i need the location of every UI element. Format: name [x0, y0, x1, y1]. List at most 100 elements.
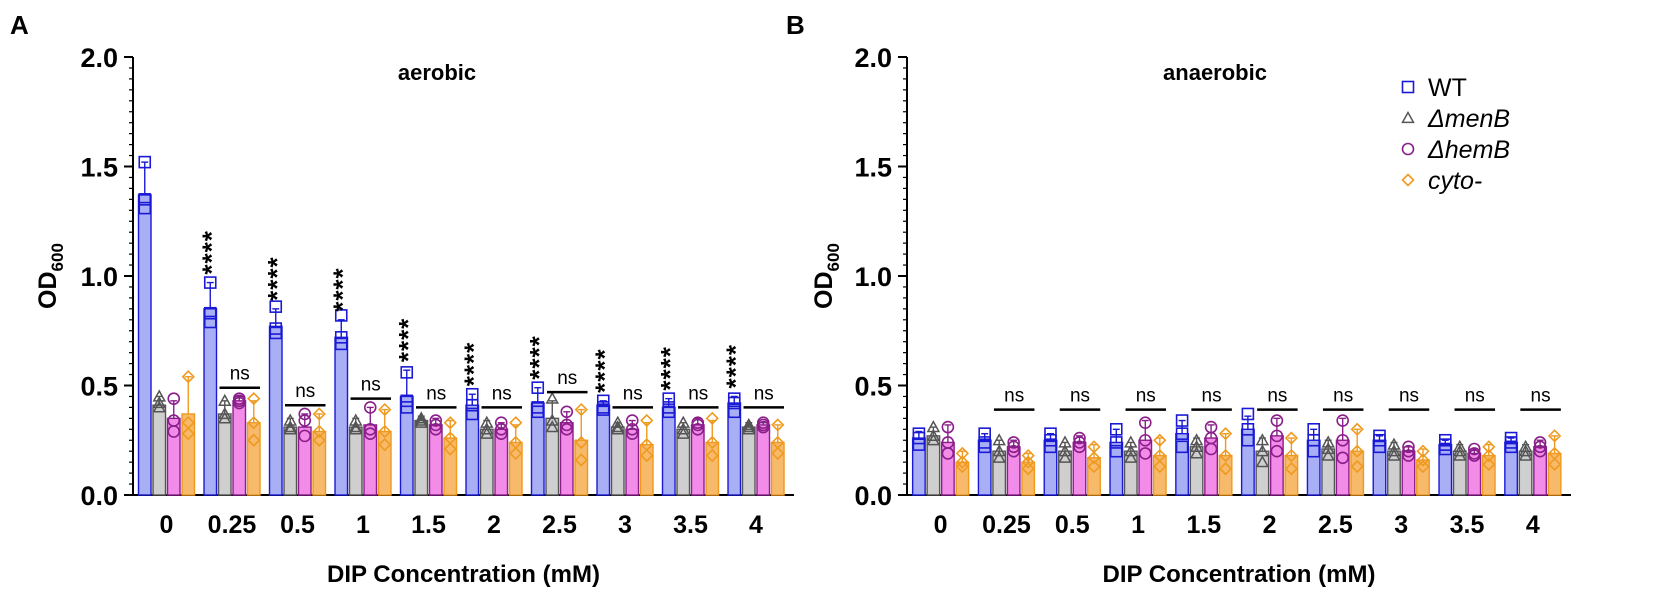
y-tick-label: 1.5	[80, 153, 118, 183]
data-point-hemb	[1138, 416, 1152, 430]
data-point-wt	[1438, 442, 1452, 456]
data-point-wt	[203, 276, 217, 289]
data-point-cyto	[574, 453, 588, 467]
data-point-menb	[283, 422, 298, 435]
bar-wt	[399, 395, 414, 496]
x-tick-label: 2	[1263, 511, 1277, 539]
data-point-menb	[1058, 450, 1072, 463]
ns-label: ns	[426, 383, 446, 404]
data-point-wt	[465, 398, 479, 412]
bar-menb	[217, 413, 232, 496]
data-point-hemb	[625, 414, 639, 427]
data-point-cyto	[955, 455, 970, 469]
bar-cyto	[508, 441, 523, 496]
data-point-menb	[283, 420, 298, 433]
data-point-hemb	[1073, 431, 1086, 445]
data-point-cyto	[443, 416, 457, 430]
data-point-wt	[269, 300, 283, 313]
data-point-cyto	[1350, 422, 1364, 436]
data-point-menb	[1321, 435, 1335, 448]
significance-stars: ****	[589, 348, 619, 392]
data-point-menb	[152, 395, 167, 409]
data-point-wt	[203, 315, 217, 329]
legend-marker-hemb	[1401, 142, 1415, 156]
data-point-cyto	[1482, 448, 1496, 463]
legend-label-menb: ΔmenB	[1427, 105, 1510, 133]
data-point-hemb	[1270, 429, 1284, 443]
ns-label: ns	[1465, 386, 1485, 407]
bar-wt	[1306, 439, 1321, 496]
data-point-hemb	[941, 420, 955, 434]
data-point-cyto	[181, 427, 195, 441]
data-point-cyto	[1482, 440, 1496, 454]
bar-menb	[479, 428, 494, 496]
bar-cyto	[377, 430, 392, 496]
data-point-wt	[1044, 427, 1057, 440]
data-point-menb	[545, 413, 560, 426]
bar-hemb	[1269, 435, 1284, 496]
data-point-hemb	[1007, 444, 1020, 458]
y-axis-label: OD600	[34, 243, 67, 309]
data-point-hemb	[691, 422, 705, 436]
data-point-menb	[348, 420, 363, 433]
bar-menb	[741, 426, 756, 496]
significance-stars: ****	[524, 335, 554, 379]
bar-hemb	[756, 424, 771, 496]
data-point-wt	[1175, 427, 1189, 440]
data-point-menb	[741, 417, 756, 431]
data-point-hemb	[1138, 433, 1152, 447]
bar-wt	[1504, 441, 1519, 496]
data-point-hemb	[1138, 447, 1152, 460]
bar-wt	[1109, 441, 1124, 496]
bar-wt	[1240, 428, 1255, 496]
y-axis-label-main: OD	[34, 271, 62, 309]
data-point-wt	[334, 337, 348, 351]
data-point-cyto	[181, 370, 195, 384]
bar-menb	[348, 426, 363, 496]
data-point-cyto	[1284, 431, 1299, 445]
y-tick-label: 1.0	[80, 262, 118, 292]
data-point-hemb	[1533, 444, 1547, 458]
data-point-hemb	[625, 422, 639, 436]
data-point-cyto	[1218, 462, 1233, 476]
data-point-hemb	[1533, 436, 1547, 449]
data-point-menb	[1453, 444, 1467, 457]
data-point-menb	[1124, 444, 1138, 457]
legend-marker-cyto	[1401, 173, 1415, 187]
y-tick-label: 1.0	[854, 262, 892, 292]
data-point-cyto	[1416, 453, 1430, 467]
bar-wt	[137, 194, 152, 496]
bar-wt	[334, 336, 349, 496]
data-point-cyto	[574, 402, 588, 417]
x-tick-label: 2.5	[542, 511, 577, 539]
bar-menb	[1321, 448, 1336, 496]
data-point-menb	[1124, 450, 1138, 463]
chart-panel-b: B 0.0 0.5 1.0 1.5 2.0 OD600 anaerobic DIP Concen…	[786, 10, 1571, 588]
data-point-cyto	[247, 433, 261, 447]
bar-menb	[992, 450, 1007, 496]
x-tick-label: 3.5	[1450, 511, 1485, 539]
data-point-cyto	[1218, 448, 1233, 463]
data-point-hemb	[429, 414, 443, 427]
significance-stars: ****	[196, 230, 226, 274]
data-point-wt	[1175, 414, 1189, 427]
data-point-cyto	[640, 413, 654, 428]
y-tick-label: 0.0	[80, 481, 118, 511]
data-point-wt	[1044, 440, 1057, 454]
data-point-wt	[662, 392, 676, 405]
x-axis-label: DIP Concentration (mM)	[327, 561, 600, 588]
x-tick-label: 4	[1526, 511, 1540, 539]
y-axis-label-main: OD	[810, 271, 838, 309]
ns-label: ns	[1267, 386, 1287, 407]
x-tick-label: 1	[356, 511, 370, 539]
data-point-cyto	[705, 411, 719, 425]
data-point-wt	[531, 405, 545, 419]
data-point-wt	[400, 394, 414, 408]
data-point-wt	[138, 155, 152, 169]
data-point-wt	[334, 309, 348, 322]
data-point-wt	[400, 366, 414, 379]
bar-menb	[152, 404, 167, 496]
ns-label: ns	[1202, 386, 1222, 407]
data-point-wt	[334, 331, 348, 344]
x-tick-label: 0.5	[280, 511, 315, 539]
